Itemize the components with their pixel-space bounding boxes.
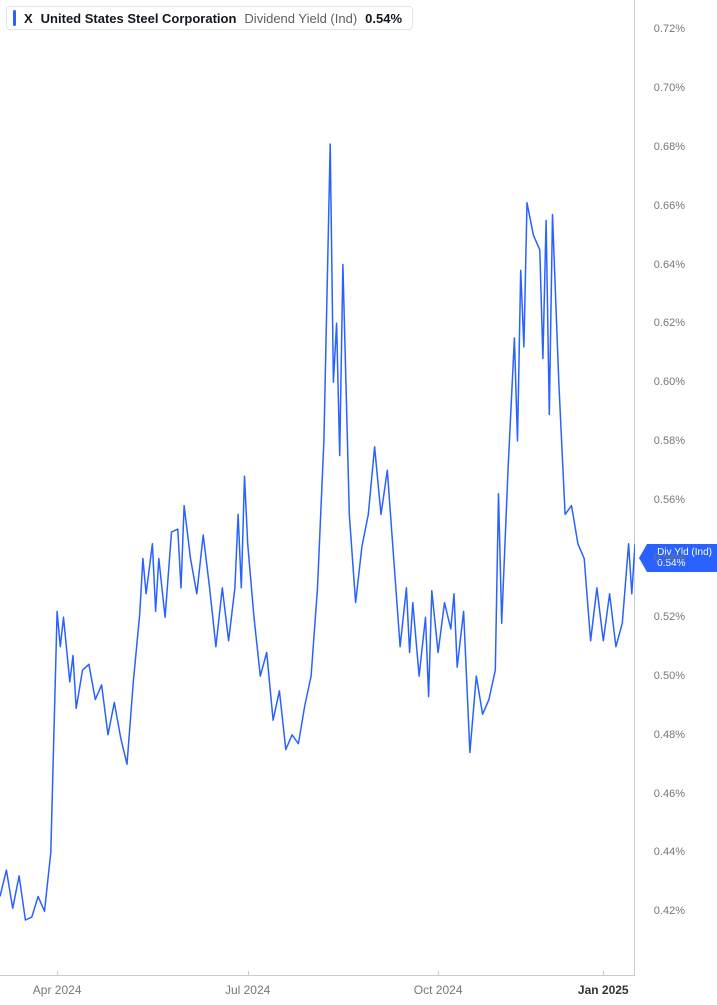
y-axis-tick-label: 0.60% (654, 376, 685, 388)
y-axis-tick-label: 0.72% (654, 23, 685, 35)
x-axis-tick (248, 971, 249, 976)
y-axis-tick-label: 0.50% (654, 670, 685, 682)
y-axis-tick-label: 0.46% (654, 788, 685, 800)
x-axis-tick-label: Oct 2024 (414, 983, 463, 997)
y-axis-tick-label: 0.48% (654, 729, 685, 741)
y-axis-tick-label: 0.42% (654, 905, 685, 917)
chart-area[interactable]: Div Yld (Ind) 0.54% 0.42%0.44%0.46%0.48%… (0, 0, 717, 1005)
y-axis-tick-label: 0.62% (654, 317, 685, 329)
legend-series-label: Dividend Yield (Ind) (244, 11, 357, 26)
legend-accent (13, 10, 16, 26)
line-series (0, 144, 635, 920)
legend-ticker: X (24, 11, 33, 26)
y-axis-tick-label: 0.70% (654, 82, 685, 94)
x-axis-tick (438, 971, 439, 976)
chart-plot (0, 0, 635, 970)
y-axis-tick-label: 0.68% (654, 141, 685, 153)
y-axis-tick-label: 0.56% (654, 494, 685, 506)
x-axis-tick (603, 971, 604, 976)
y-axis-tick-label: 0.44% (654, 846, 685, 858)
legend-company-name: United States Steel Corporation (41, 11, 237, 26)
x-axis-tick-label: Jan 2025 (578, 983, 629, 997)
x-axis-tick-label: Apr 2024 (33, 983, 82, 997)
x-axis-tick (57, 971, 58, 976)
y-axis-tick-label: 0.54% (654, 552, 685, 564)
y-axis-tick-label: 0.52% (654, 611, 685, 623)
y-axis-tick-label: 0.58% (654, 435, 685, 447)
legend[interactable]: X United States Steel Corporation Divide… (6, 6, 413, 30)
x-axis-tick-label: Jul 2024 (225, 983, 270, 997)
x-axis-line (0, 975, 635, 976)
legend-current-value: 0.54% (365, 11, 402, 26)
y-axis-tick-label: 0.64% (654, 259, 685, 271)
y-axis-tick-label: 0.66% (654, 200, 685, 212)
